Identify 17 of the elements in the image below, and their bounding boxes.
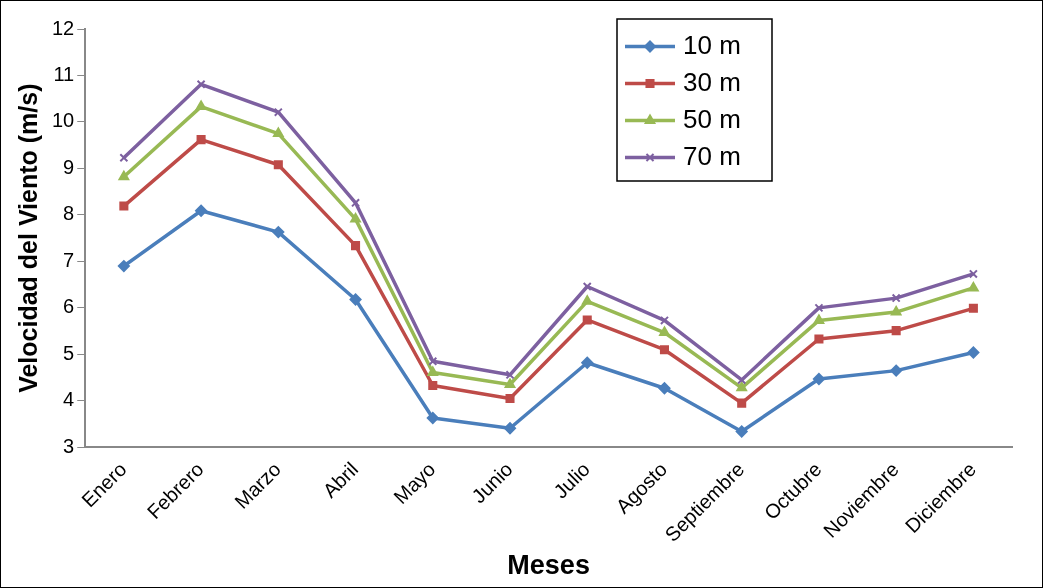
legend-label: 10 m [683, 29, 741, 60]
y-tick-label: 3 [63, 434, 75, 457]
y-tick-label: 6 [63, 295, 75, 318]
y-tick-label: 10 [52, 109, 75, 132]
x-tick-label: Julio [549, 457, 594, 503]
y-axis-title: Velocidad del Viento (m/s) [13, 83, 42, 393]
y-tick-label: 11 [53, 62, 75, 85]
legend-label: 70 m [683, 140, 741, 171]
y-tick-label: 5 [63, 341, 75, 364]
y-tick-label: 4 [63, 388, 75, 411]
legend-label: 30 m [683, 66, 741, 97]
legend-label: 50 m [683, 103, 741, 134]
y-tick-label: 12 [52, 16, 75, 39]
y-tick-label: 9 [63, 155, 75, 178]
y-tick-label: 7 [63, 248, 75, 271]
y-tick-label: 8 [63, 202, 75, 225]
x-axis-title: Meses [507, 550, 590, 581]
